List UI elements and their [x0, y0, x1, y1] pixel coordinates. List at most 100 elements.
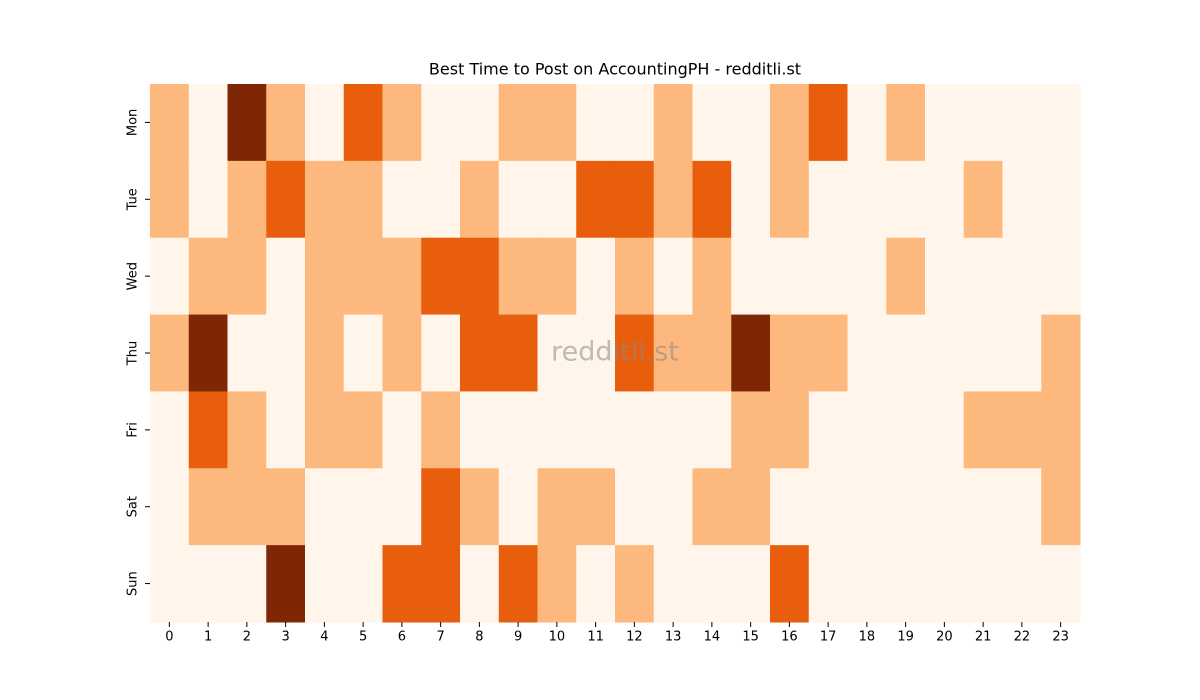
heatmap-cell [963, 391, 1003, 469]
heatmap-cell [653, 391, 693, 469]
heatmap-cell [731, 237, 771, 316]
heatmap-cell [808, 160, 848, 239]
heatmap-cell [731, 468, 771, 546]
heatmap-cell [653, 237, 693, 316]
heatmap-cell [770, 314, 810, 392]
heatmap-cell [615, 237, 655, 316]
heatmap-cell [653, 468, 693, 546]
heatmap-cell [188, 84, 228, 162]
heatmap-cell [343, 545, 383, 623]
heatmap-cell [460, 391, 500, 469]
heatmap-cell [847, 237, 887, 316]
heatmap-cell [692, 84, 732, 162]
heatmap-cell [498, 545, 538, 623]
heatmap-cell [150, 160, 190, 239]
heatmap-cell [1002, 468, 1042, 546]
heatmap-cell [421, 237, 461, 316]
heatmap-cell [305, 314, 345, 392]
heatmap-cell [537, 314, 577, 392]
heatmap-cell [615, 84, 655, 162]
heatmap-cell [1041, 314, 1081, 392]
x-tick-label: 13 [665, 630, 682, 645]
heatmap-cell [1041, 468, 1081, 546]
heatmap-cell [266, 160, 306, 239]
heatmap-cell [731, 391, 771, 469]
y-tick-label: Wed [126, 262, 141, 290]
heatmap-cell [886, 84, 926, 162]
heatmap-cell [731, 545, 771, 623]
heatmap-cell [421, 468, 461, 546]
x-tick-label: 0 [165, 630, 173, 645]
x-tick-label: 22 [1014, 630, 1031, 645]
heatmap-cell [188, 314, 228, 392]
heatmap-cell [537, 160, 577, 239]
heatmap-cell [615, 545, 655, 623]
x-tick-label: 19 [897, 630, 914, 645]
y-tick-label: Sat [126, 496, 141, 517]
heatmap-cell [460, 468, 500, 546]
heatmap-cell [615, 468, 655, 546]
heatmap-cell [188, 391, 228, 469]
heatmap-cell [615, 314, 655, 392]
y-tick-label: Fri [126, 422, 141, 438]
x-tick-label: 17 [820, 630, 837, 645]
heatmap-cell [731, 314, 771, 392]
heatmap-cell [963, 545, 1003, 623]
heatmap-cell [227, 160, 267, 239]
heatmap-cell [886, 237, 926, 316]
x-tick-label: 18 [859, 630, 876, 645]
heatmap-cell [576, 160, 616, 239]
heatmap-cell [653, 160, 693, 239]
heatmap-cell [266, 237, 306, 316]
x-tick-label: 14 [704, 630, 721, 645]
x-tick-label: 12 [626, 630, 643, 645]
heatmap-cell [227, 237, 267, 316]
heatmap-cell [808, 545, 848, 623]
heatmap-cell [1041, 237, 1081, 316]
heatmap-cell [460, 84, 500, 162]
heatmap-cell [150, 468, 190, 546]
heatmap-cell [150, 84, 190, 162]
heatmap-cell [847, 468, 887, 546]
heatmap-cell [963, 237, 1003, 316]
heatmap-cell [925, 314, 965, 392]
x-tick-label: 8 [475, 630, 483, 645]
heatmap-cell [925, 468, 965, 546]
heatmap-cell [808, 314, 848, 392]
heatmap-cell [1002, 237, 1042, 316]
heatmap-cell [615, 391, 655, 469]
heatmap-cell [963, 314, 1003, 392]
heatmap-cell [498, 468, 538, 546]
heatmap-cell [537, 545, 577, 623]
x-tick-label: 20 [936, 630, 953, 645]
heatmap-cell [382, 84, 422, 162]
x-tick-label: 9 [514, 630, 522, 645]
heatmap-cell [188, 160, 228, 239]
heatmap-cell [537, 84, 577, 162]
heatmap-cell [421, 391, 461, 469]
heatmap-cell [343, 391, 383, 469]
heatmap-cell [537, 391, 577, 469]
heatmap-cell [692, 314, 732, 392]
heatmap-cell [498, 237, 538, 316]
x-tick-label: 4 [320, 630, 328, 645]
heatmap-cell [925, 84, 965, 162]
heatmap-cell [382, 391, 422, 469]
heatmap-cell [343, 314, 383, 392]
heatmap-cell [653, 545, 693, 623]
heatmap-cell [460, 545, 500, 623]
heatmap-cell [227, 314, 267, 392]
heatmap-cell [382, 468, 422, 546]
x-tick-label: 6 [398, 630, 406, 645]
heatmap-cell [305, 160, 345, 239]
x-tick-label: 16 [781, 630, 798, 645]
heatmap-cell [150, 391, 190, 469]
heatmap-cell [188, 545, 228, 623]
watermark: redditli.st [551, 337, 679, 368]
heatmap-cell [150, 545, 190, 623]
heatmap-cell [537, 468, 577, 546]
heatmap-cell [460, 314, 500, 392]
x-tick-label: 7 [436, 630, 444, 645]
heatmap-cell [576, 237, 616, 316]
